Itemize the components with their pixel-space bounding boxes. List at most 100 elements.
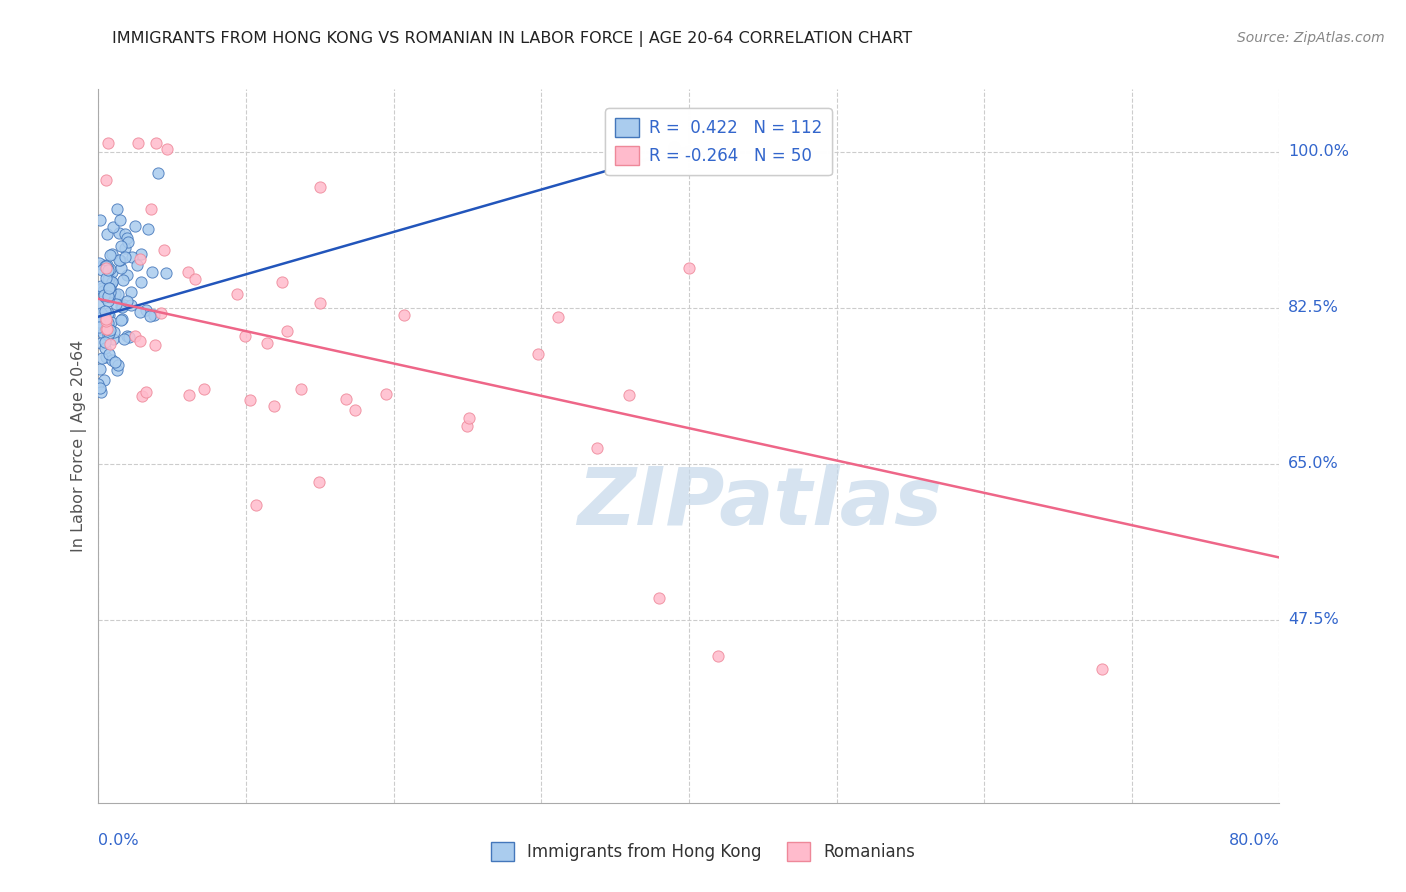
Point (87, 377, 110, 392)
Point (110, 313, 132, 327)
Point (128, 252, 150, 266)
Point (290, 382, 312, 396)
Point (118, 330, 141, 344)
Point (101, 275, 124, 289)
Point (89, 322, 111, 336)
Point (97, 136, 120, 150)
Point (129, 304, 152, 318)
Point (91, 326, 114, 341)
Point (120, 298, 142, 312)
Point (112, 298, 135, 312)
Point (100, 352, 122, 367)
Point (585, 441, 607, 455)
Point (547, 310, 569, 324)
Point (114, 250, 136, 264)
Point (114, 227, 136, 242)
Point (97, 316, 120, 330)
Point (97, 272, 120, 286)
Point (103, 332, 125, 346)
Point (89, 311, 111, 326)
Point (707, 648, 730, 663)
Point (100, 315, 122, 329)
Text: ZIPatlas: ZIPatlas (578, 464, 942, 542)
Point (89, 380, 111, 394)
Point (110, 239, 132, 253)
Point (245, 498, 267, 512)
Point (94, 261, 117, 276)
Point (100, 276, 122, 290)
Point (98, 322, 121, 336)
Point (93, 288, 115, 302)
Point (94, 314, 117, 328)
Point (93, 279, 115, 293)
Point (111, 312, 134, 326)
Point (107, 202, 129, 216)
Point (94, 173, 117, 187)
Point (91, 284, 114, 298)
Point (308, 475, 330, 489)
Point (114, 241, 136, 255)
Point (124, 329, 146, 343)
Point (374, 387, 396, 401)
Point (131, 389, 153, 403)
Point (176, 265, 198, 279)
Point (108, 213, 131, 227)
Point (127, 136, 149, 150)
Point (177, 387, 200, 401)
Point (115, 293, 138, 308)
Y-axis label: In Labor Force | Age 20-64: In Labor Force | Age 20-64 (72, 340, 87, 552)
Point (648, 591, 671, 605)
Point (98, 337, 121, 351)
Point (98, 326, 121, 340)
Point (150, 306, 173, 320)
Point (344, 403, 367, 417)
Point (104, 286, 127, 301)
Point (97, 305, 120, 319)
Point (97, 308, 120, 322)
Point (97, 288, 120, 302)
Point (90, 263, 112, 277)
Point (239, 392, 262, 407)
Point (156, 142, 179, 156)
Point (94, 259, 117, 273)
Point (129, 334, 152, 349)
Point (145, 136, 167, 150)
Point (94, 303, 117, 318)
Point (100, 277, 122, 292)
Point (115, 231, 138, 245)
Point (107, 252, 129, 267)
Point (94, 351, 117, 365)
Point (335, 392, 357, 407)
Point (105, 297, 128, 311)
Point (93, 372, 115, 386)
Point (124, 219, 146, 234)
Point (107, 287, 129, 301)
Point (135, 385, 157, 400)
Point (94, 322, 117, 336)
Text: 47.5%: 47.5% (1288, 613, 1339, 627)
Point (142, 308, 165, 322)
Point (97, 347, 120, 361)
Point (233, 329, 256, 343)
Point (96, 321, 118, 335)
Point (96, 227, 118, 241)
Point (98, 281, 121, 295)
Point (153, 243, 176, 257)
Point (97, 263, 120, 277)
Point (527, 347, 550, 361)
Point (107, 226, 129, 240)
Point (392, 308, 415, 322)
Point (139, 310, 162, 324)
Point (111, 273, 134, 287)
Point (112, 332, 135, 346)
Point (100, 265, 122, 279)
Point (101, 219, 124, 234)
Point (120, 285, 142, 299)
Point (98, 281, 121, 295)
Point (94, 341, 117, 355)
Point (96, 271, 118, 285)
Point (100, 247, 122, 261)
Point (226, 286, 249, 301)
Point (117, 268, 139, 282)
Point (135, 303, 157, 318)
